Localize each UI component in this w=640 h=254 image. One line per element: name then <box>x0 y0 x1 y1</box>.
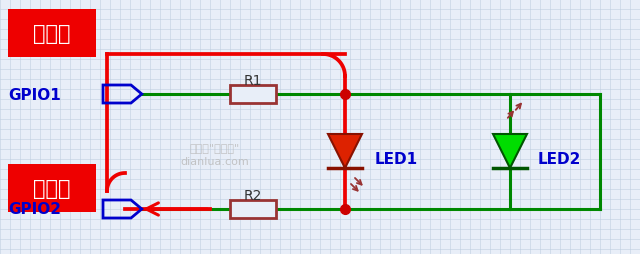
Text: GPIO2: GPIO2 <box>8 202 61 217</box>
Text: LED1: LED1 <box>375 152 418 167</box>
Text: R2: R2 <box>244 188 262 202</box>
Text: R1: R1 <box>244 74 262 88</box>
Text: dianlua.com: dianlua.com <box>180 156 250 166</box>
Polygon shape <box>493 134 527 168</box>
FancyBboxPatch shape <box>230 200 276 218</box>
Text: 高电平: 高电平 <box>33 24 71 44</box>
FancyBboxPatch shape <box>8 10 96 58</box>
Polygon shape <box>328 134 362 168</box>
Text: 低电平: 低电平 <box>33 178 71 198</box>
FancyBboxPatch shape <box>8 164 96 212</box>
Text: LED2: LED2 <box>538 152 581 167</box>
Text: GPIO1: GPIO1 <box>8 87 61 102</box>
Text: 公众号"电路啊": 公众号"电路啊" <box>190 142 240 152</box>
FancyBboxPatch shape <box>230 86 276 104</box>
